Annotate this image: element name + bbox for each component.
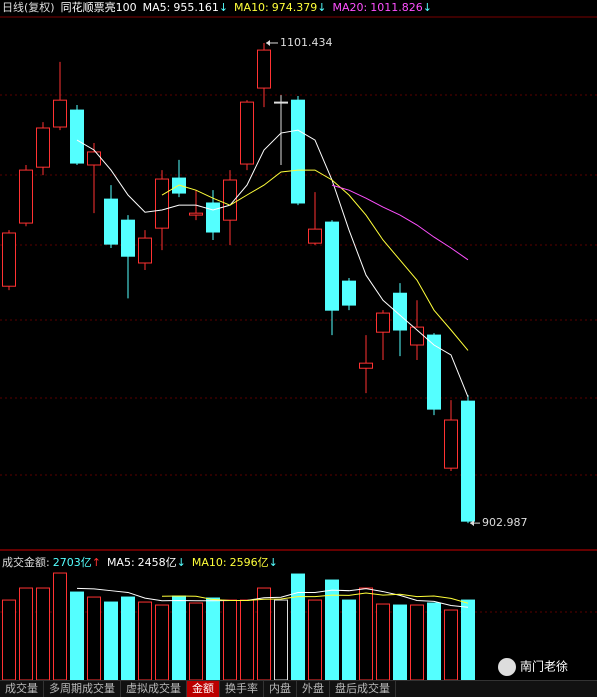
- legend-name: MA10:: [234, 1, 269, 14]
- candle-body: [53, 99, 67, 128]
- volume-bar: [36, 587, 50, 681]
- tab[interactable]: 盘后成交量: [330, 681, 396, 697]
- legend-trend: ↓: [423, 1, 432, 14]
- tab-bar: 成交量 多周期成交量 虚拟成交量 金额 换手率 内盘 外盘 盘后成交量: [0, 680, 597, 697]
- volume-bar: [121, 596, 135, 681]
- legend-name: MA10:: [192, 556, 227, 569]
- tab[interactable]: 金额: [187, 681, 220, 697]
- volume-bar: [240, 599, 254, 681]
- chart-title: 同花顺票亮100: [61, 0, 137, 14]
- volume-bar: [308, 599, 322, 681]
- volume-ma-line: [76, 587, 469, 608]
- legend-trend: ↓: [317, 1, 326, 14]
- tab[interactable]: 成交量: [0, 681, 44, 697]
- candle-body: [104, 198, 118, 245]
- candle-body: [376, 312, 390, 333]
- legend-trend: ↑: [92, 556, 101, 569]
- legend-value: 1011.826: [370, 1, 423, 14]
- candle-body: [325, 221, 339, 311]
- volume-bar: [104, 601, 118, 681]
- volume-bar: [427, 602, 441, 681]
- volume-bar: [155, 604, 169, 681]
- volume-bar: [138, 601, 152, 681]
- volume-bar: [410, 604, 424, 681]
- tab[interactable]: 虚拟成交量: [121, 681, 187, 697]
- chart: 南门老徐 日线(复权) 同花顺票亮100 MA5: 955.161↓ MA10: 974.…: [0, 0, 597, 681]
- candle-body: [257, 49, 271, 89]
- legend-value: 2703亿: [53, 556, 92, 569]
- volume-bar: [376, 603, 390, 681]
- legend-name: MA20:: [332, 1, 367, 14]
- volume-bar: [461, 599, 475, 681]
- candle-body: [36, 127, 50, 168]
- candle-body: [223, 179, 237, 221]
- candle-body: [308, 228, 322, 244]
- watermark: 南门老徐: [520, 659, 568, 674]
- volume-bar: [19, 587, 33, 681]
- volume-bar: [444, 609, 458, 681]
- candle-body: [291, 99, 305, 204]
- ma-line: [331, 184, 469, 261]
- high-label: 1101.434: [280, 36, 333, 49]
- legend-trend: ↓: [269, 556, 278, 569]
- candle-body: [342, 280, 356, 306]
- volume-bar: [206, 597, 220, 681]
- chart-title: 成交金额:: [2, 555, 50, 569]
- candle-body: [19, 169, 33, 224]
- tab[interactable]: 外盘: [297, 681, 330, 697]
- candle-body: [274, 101, 288, 104]
- volume-bar: [70, 591, 84, 681]
- volume-bar: [342, 599, 356, 681]
- candle-body: [427, 334, 441, 410]
- legend-name: MA5:: [143, 1, 171, 14]
- tab[interactable]: 多周期成交量: [44, 681, 121, 697]
- volume-bar: [189, 602, 203, 681]
- candle-body: [240, 101, 254, 165]
- volume-bar: [393, 604, 407, 681]
- legend-trend: ↓: [219, 1, 228, 14]
- candle-body: [393, 292, 407, 331]
- volume-bar: [257, 587, 271, 681]
- low-label: 902.987: [482, 516, 528, 529]
- candle-body: [70, 109, 84, 164]
- ma-line: [76, 129, 469, 398]
- candle-body: [189, 212, 203, 216]
- legend-value: 2596亿: [230, 556, 269, 569]
- volume-bar: [87, 596, 101, 681]
- candle-body: [138, 237, 152, 264]
- candle-body: [121, 219, 135, 257]
- candle-body: [359, 362, 373, 369]
- candle-body: [2, 232, 16, 287]
- candle-body: [444, 419, 458, 469]
- legend-trend: ↓: [177, 556, 186, 569]
- candle-body: [155, 178, 169, 229]
- watermark-icon: [498, 658, 516, 676]
- candle-body: [87, 151, 101, 166]
- legend-value: 974.379: [272, 1, 318, 14]
- volume-bar: [223, 599, 237, 681]
- tab[interactable]: 内盘: [264, 681, 297, 697]
- legend-name: MA5:: [107, 556, 135, 569]
- volume-bar: [359, 587, 373, 681]
- header: 成交金额: 2703亿↑ MA5: 2458亿↓ MA10: 2596亿↓: [2, 555, 278, 569]
- ma-line: [161, 169, 469, 351]
- pointer-head: [266, 39, 270, 46]
- header: 日线(复权) 同花顺票亮100 MA5: 955.161↓ MA10: 974.379↓ M…: [2, 0, 432, 14]
- candle-body: [206, 202, 220, 233]
- legend-value: 955.161: [173, 1, 219, 14]
- volume-ma-line: [161, 592, 469, 604]
- legend-value: 2458亿: [138, 556, 177, 569]
- volume-bar: [172, 595, 186, 681]
- volume-bar: [53, 572, 67, 681]
- volume-bar: [291, 573, 305, 681]
- period: 日线(复权): [2, 0, 55, 14]
- volume-bar: [2, 599, 16, 681]
- pointer-head: [470, 520, 474, 527]
- tab[interactable]: 换手率: [220, 681, 264, 697]
- candle-body: [461, 400, 475, 522]
- volume-bar: [274, 599, 288, 681]
